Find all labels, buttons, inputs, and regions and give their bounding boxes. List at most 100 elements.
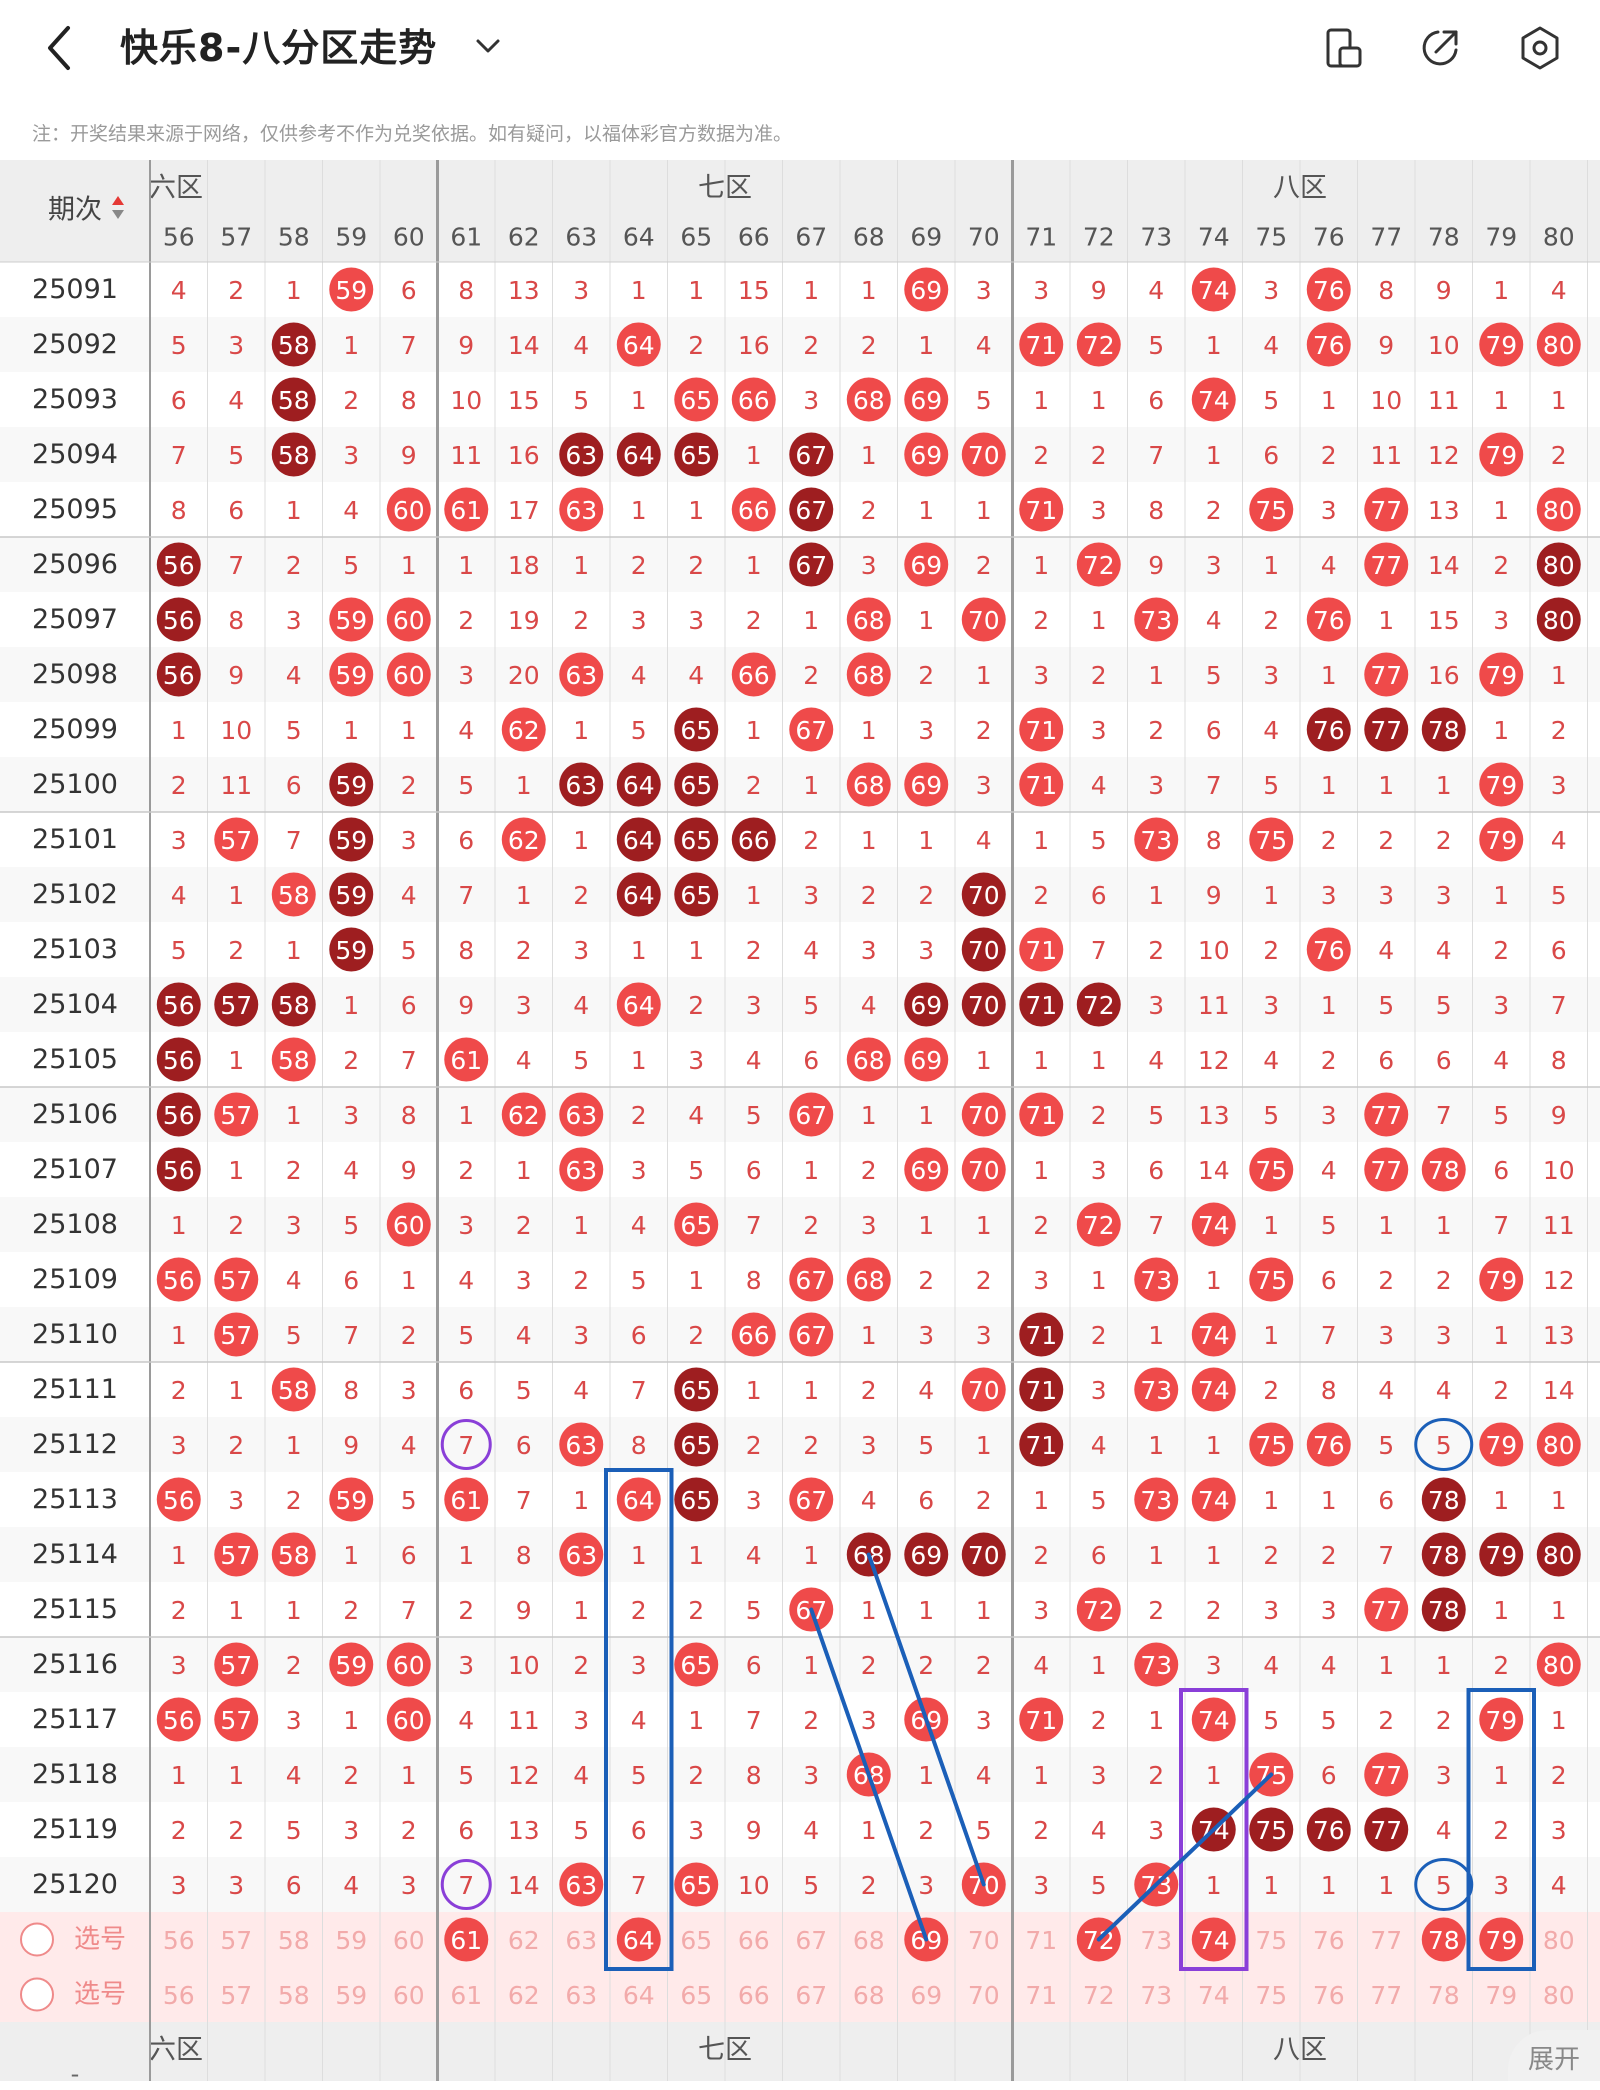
omission-count: 10 bbox=[1543, 1156, 1575, 1185]
selectable-number[interactable]: 63 bbox=[565, 1926, 597, 1955]
drawn-number: 74 bbox=[1198, 1376, 1230, 1405]
selectable-number[interactable]: 69 bbox=[910, 1981, 942, 2010]
selectable-number[interactable]: 77 bbox=[1370, 1926, 1402, 1955]
omission-count: 5 bbox=[1206, 661, 1222, 690]
omission-count: 1 bbox=[976, 661, 992, 690]
selectable-number[interactable]: 68 bbox=[853, 1981, 885, 2010]
selectable-number[interactable]: 62 bbox=[508, 1926, 540, 1955]
drawn-number: 76 bbox=[1313, 276, 1345, 305]
selectable-number[interactable]: 58 bbox=[278, 1981, 310, 2010]
selected-number-ball[interactable] bbox=[1191, 1917, 1236, 1962]
omission-count: 1 bbox=[516, 771, 532, 800]
selectable-number[interactable]: 58 bbox=[278, 1926, 310, 1955]
expand-button[interactable]: 展开 bbox=[1508, 2030, 1600, 2081]
omission-count: 8 bbox=[1551, 1046, 1567, 1075]
selectable-number[interactable]: 76 bbox=[1313, 1981, 1345, 2010]
selectable-number[interactable]: 66 bbox=[738, 1981, 770, 2010]
omission-count: 2 bbox=[1263, 1376, 1279, 1405]
selectable-number[interactable]: 66 bbox=[738, 1926, 770, 1955]
settings-icon[interactable] bbox=[1516, 24, 1564, 72]
drawn-number-ball bbox=[904, 377, 949, 422]
omission-count: 7 bbox=[401, 1596, 417, 1625]
selectable-number[interactable]: 77 bbox=[1370, 1981, 1402, 2010]
chart-switch-icon[interactable] bbox=[1320, 24, 1368, 72]
drawn-number: 69 bbox=[910, 276, 942, 305]
selectable-number[interactable]: 57 bbox=[220, 1926, 252, 1955]
selectable-number[interactable]: 70 bbox=[968, 1981, 1000, 2010]
drawn-number-ball bbox=[1421, 1587, 1466, 1632]
selectable-number[interactable]: 71 bbox=[1025, 1981, 1057, 2010]
annotation-box bbox=[604, 1468, 674, 1971]
omission-count: 4 bbox=[976, 826, 992, 855]
selected-number-ball[interactable] bbox=[1421, 1917, 1466, 1962]
omission-count: 3 bbox=[631, 1156, 647, 1185]
select-radio[interactable] bbox=[20, 1977, 54, 2012]
selectable-number[interactable]: 72 bbox=[1083, 1981, 1115, 2010]
selected-number-ball[interactable] bbox=[1479, 1917, 1524, 1962]
selectable-number[interactable]: 67 bbox=[795, 1981, 827, 2010]
selectable-number[interactable]: 61 bbox=[450, 1981, 482, 2010]
selectable-number[interactable]: 60 bbox=[393, 1981, 425, 2010]
sort-icon[interactable] bbox=[112, 196, 124, 219]
selectable-number[interactable]: 75 bbox=[1255, 1981, 1287, 2010]
selectable-number[interactable]: 71 bbox=[1025, 1926, 1057, 1955]
selectable-number[interactable]: 57 bbox=[220, 1981, 252, 2010]
selected-number-ball[interactable] bbox=[444, 1917, 489, 1962]
back-arrow-icon[interactable] bbox=[40, 22, 80, 74]
omission-count: 1 bbox=[1493, 276, 1509, 305]
drawn-number: 57 bbox=[220, 1266, 252, 1295]
drawn-number-ball bbox=[846, 762, 891, 807]
drawn-number: 71 bbox=[1025, 496, 1057, 525]
omission-count: 2 bbox=[286, 1651, 302, 1680]
selectable-number[interactable]: 67 bbox=[795, 1926, 827, 1955]
period-header[interactable]: 期次 bbox=[48, 195, 102, 226]
selectable-number[interactable]: 79 bbox=[1485, 1981, 1517, 2010]
omission-count: 1 bbox=[1321, 1486, 1337, 1515]
drawn-number-ball bbox=[214, 982, 259, 1027]
selectable-number[interactable]: 65 bbox=[680, 1981, 712, 2010]
omission-count: 2 bbox=[458, 606, 474, 635]
selected-number[interactable]: 61 bbox=[450, 1926, 482, 1955]
selectable-number[interactable]: 63 bbox=[565, 1981, 597, 2010]
select-radio[interactable] bbox=[20, 1922, 54, 1957]
drawn-number: 71 bbox=[1025, 991, 1057, 1020]
drawn-number: 58 bbox=[278, 881, 310, 910]
omission-count: 2 bbox=[918, 1266, 934, 1295]
omission-count: 9 bbox=[1378, 331, 1394, 360]
chevron-down-icon[interactable] bbox=[472, 30, 504, 62]
selectable-number[interactable]: 60 bbox=[393, 1926, 425, 1955]
share-icon[interactable] bbox=[1416, 24, 1464, 72]
selectable-number[interactable]: 78 bbox=[1428, 1981, 1460, 2010]
drawn-number-ball bbox=[1364, 707, 1409, 752]
selectable-number[interactable]: 75 bbox=[1255, 1926, 1287, 1955]
selectable-number[interactable]: 62 bbox=[508, 1981, 540, 2010]
selectable-number[interactable]: 80 bbox=[1543, 1981, 1575, 2010]
drawn-number-ball bbox=[1479, 1422, 1524, 1467]
selectable-number[interactable]: 56 bbox=[163, 1926, 195, 1955]
selectable-number[interactable]: 64 bbox=[623, 1981, 655, 2010]
selected-number-ball[interactable] bbox=[616, 1917, 661, 1962]
selectable-number[interactable]: 70 bbox=[968, 1926, 1000, 1955]
row-bg bbox=[0, 1032, 1600, 1087]
selectable-number[interactable]: 73 bbox=[1140, 1926, 1172, 1955]
drawn-number-ball bbox=[1019, 322, 1064, 367]
selected-number[interactable]: 78 bbox=[1428, 1926, 1460, 1955]
selectable-number[interactable]: 65 bbox=[680, 1926, 712, 1955]
selected-number[interactable]: 79 bbox=[1485, 1926, 1517, 1955]
selectable-number[interactable]: 68 bbox=[853, 1926, 885, 1955]
selected-number[interactable]: 64 bbox=[623, 1926, 655, 1955]
selectable-number[interactable]: 73 bbox=[1140, 1981, 1172, 2010]
selectable-number[interactable]: 59 bbox=[335, 1981, 367, 2010]
selectable-number[interactable]: 76 bbox=[1313, 1926, 1345, 1955]
omission-count: 3 bbox=[171, 1431, 187, 1460]
selectable-number[interactable]: 74 bbox=[1198, 1981, 1230, 2010]
drawn-number: 65 bbox=[680, 1376, 712, 1405]
selectable-number[interactable]: 80 bbox=[1543, 1926, 1575, 1955]
omission-count: 4 bbox=[1091, 1431, 1107, 1460]
omission-count: 5 bbox=[1263, 1706, 1279, 1735]
selectable-number[interactable]: 56 bbox=[163, 1981, 195, 2010]
selected-number[interactable]: 74 bbox=[1198, 1926, 1230, 1955]
selectable-number[interactable]: 59 bbox=[335, 1926, 367, 1955]
drawn-number-ball bbox=[1076, 322, 1121, 367]
drawn-number-ball bbox=[444, 487, 489, 532]
